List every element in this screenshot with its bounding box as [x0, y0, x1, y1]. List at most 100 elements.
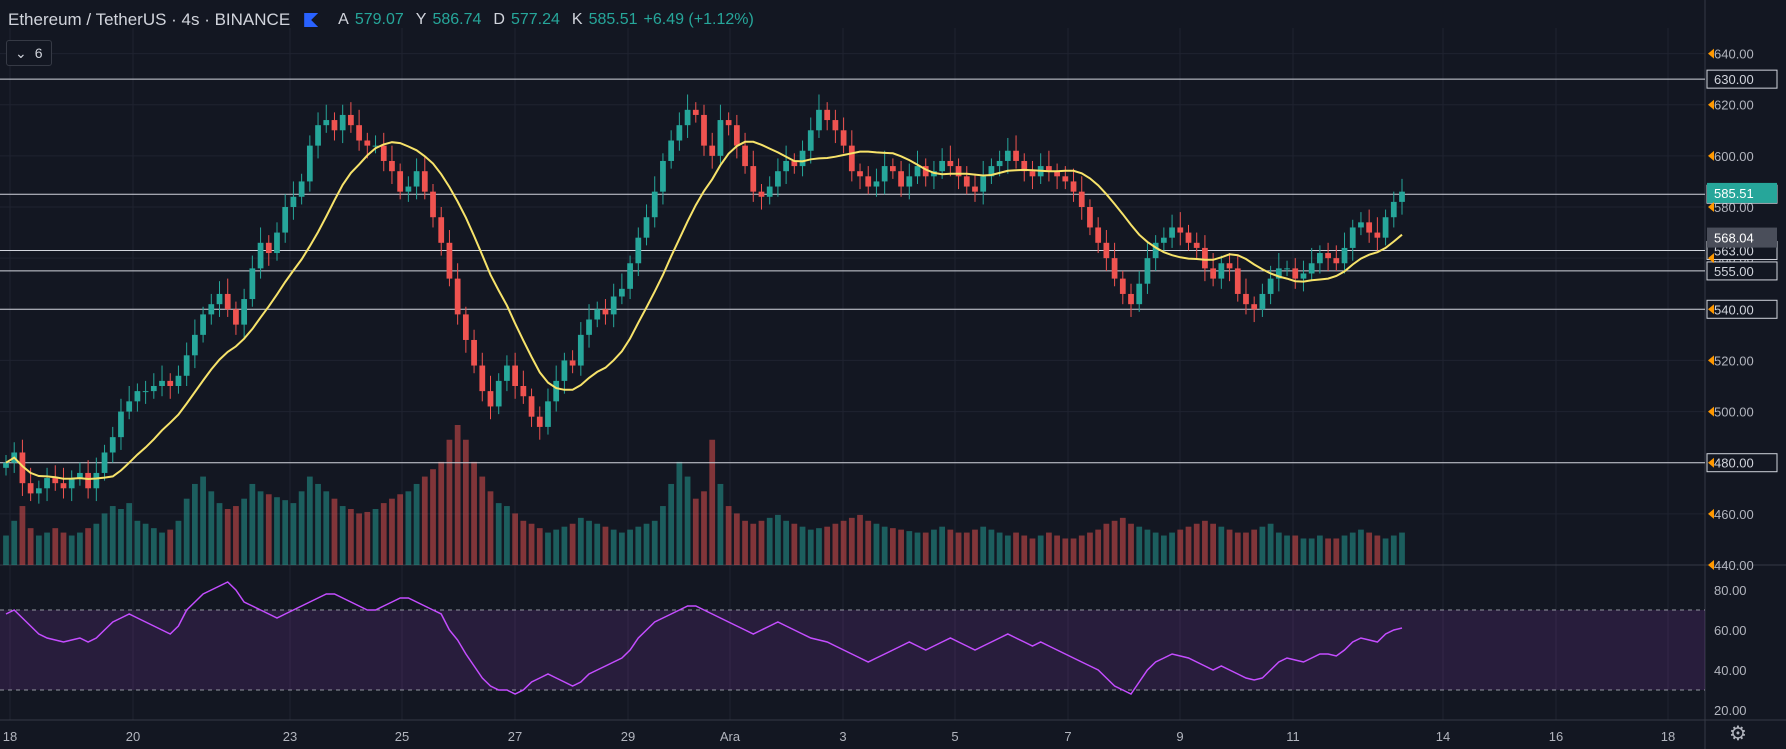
volume-bar: [356, 513, 362, 565]
candle: [1366, 209, 1373, 243]
candle-body: [1243, 293, 1249, 305]
flag-icon[interactable]: [304, 13, 319, 27]
candle: [783, 145, 789, 184]
time-tick-label: 3: [839, 729, 846, 744]
indicators-toggle-button[interactable]: ⌄ 6: [6, 40, 52, 66]
volume-bar: [504, 506, 510, 565]
candle: [282, 194, 289, 243]
candle-body: [889, 166, 896, 172]
price-change: +6.49 (+1.12%): [643, 11, 754, 28]
volume-bar: [1202, 520, 1208, 565]
candle: [3, 455, 9, 476]
rsi-line: [5, 581, 1403, 695]
symbol-title[interactable]: Ethereum / TetherUS · 4s · BINANCE: [8, 10, 291, 29]
candle: [101, 444, 108, 481]
volume-bar: [610, 529, 617, 565]
candle-body: [906, 176, 913, 187]
time-tick-label: 7: [1064, 729, 1071, 744]
candle: [914, 150, 921, 184]
volume-bar: [898, 529, 904, 565]
candle-body: [783, 160, 789, 172]
candle: [1004, 137, 1011, 174]
volume-bar: [364, 511, 371, 565]
volume-bar: [35, 535, 42, 565]
candle: [175, 365, 182, 394]
candle: [586, 304, 592, 348]
candle-body: [413, 171, 420, 187]
volume-bar: [1087, 532, 1093, 565]
volume-bar: [840, 520, 847, 565]
candle: [1202, 235, 1208, 282]
chevron-down-icon: ⌄: [15, 44, 27, 61]
candle: [331, 112, 338, 141]
candle: [627, 255, 633, 300]
volume-bar: [512, 513, 519, 565]
candle: [397, 163, 404, 200]
candle: [315, 112, 321, 159]
candle-body: [224, 293, 231, 310]
volume-bar: [742, 520, 748, 565]
candle: [799, 140, 806, 177]
volume-bar: [643, 523, 650, 565]
candle: [1111, 242, 1118, 287]
volume-bar: [955, 532, 962, 565]
candle: [142, 380, 149, 404]
candle-body: [1136, 283, 1143, 305]
candle-body: [807, 130, 814, 151]
time-tick-label: 20: [126, 729, 140, 744]
candle-body: [504, 365, 510, 381]
alert-marker-icon: [1708, 48, 1714, 59]
candle: [717, 104, 724, 164]
volume-bar: [60, 532, 67, 565]
gear-icon[interactable]: ⚙: [1729, 723, 1747, 745]
volume-bar: [142, 523, 149, 565]
candle: [216, 281, 223, 317]
volume-bar: [857, 514, 863, 565]
time-tick-label: 11: [1286, 729, 1300, 744]
level-badge-label: 480.00: [1714, 456, 1754, 471]
candle-body: [364, 140, 371, 146]
candle-body: [972, 186, 978, 192]
rsi-band-fill: [0, 610, 1705, 690]
alert-marker-icon: [1708, 406, 1714, 417]
volume-bar: [1119, 517, 1126, 565]
candle-body: [191, 334, 198, 356]
candle: [118, 398, 124, 450]
candle-body: [1325, 253, 1331, 259]
volume-bar: [183, 498, 190, 565]
volume-bar: [651, 520, 658, 565]
volume-bar: [668, 483, 675, 565]
volume-bar: [947, 529, 954, 565]
candle: [816, 94, 822, 138]
candle-body: [208, 304, 215, 315]
volume-bar: [1021, 535, 1028, 565]
horizontal-levels: [0, 78, 1705, 464]
volume-bar: [372, 509, 379, 565]
candle: [684, 94, 691, 138]
candle-body: [430, 191, 436, 218]
candle: [1144, 242, 1151, 294]
candle: [233, 301, 239, 335]
candle-body: [1087, 207, 1093, 228]
candle-body: [1119, 278, 1126, 294]
candle-body: [1062, 176, 1069, 182]
candle: [709, 132, 716, 169]
candle: [676, 112, 683, 151]
ohlc-high-label: Y: [415, 11, 427, 28]
candle: [1087, 199, 1093, 236]
candle: [1243, 278, 1249, 315]
candle-body: [1341, 247, 1348, 264]
volume-bar: [298, 491, 305, 565]
candle-body: [643, 217, 650, 238]
price-tick-label: 520.00: [1714, 353, 1754, 368]
candle: [857, 163, 863, 190]
candle: [241, 288, 248, 338]
candle-body: [1013, 150, 1019, 161]
volume-bar: [224, 509, 231, 565]
candle: [68, 470, 75, 502]
volume-bar: [1144, 529, 1151, 565]
candle: [274, 222, 280, 261]
alert-marker-icon: [1708, 508, 1714, 519]
volume-bar: [717, 483, 724, 565]
